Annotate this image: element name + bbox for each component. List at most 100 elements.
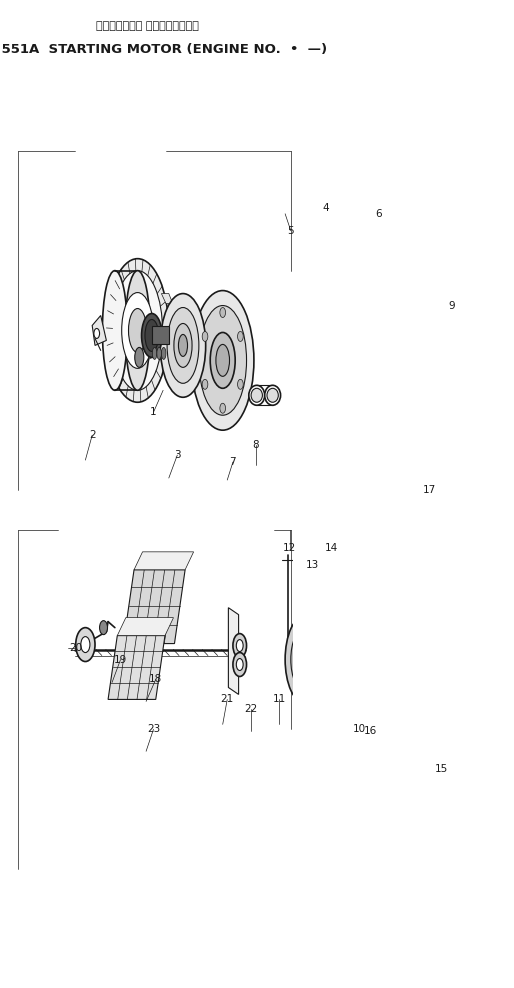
Ellipse shape — [361, 600, 373, 680]
Text: 20: 20 — [70, 642, 83, 652]
Ellipse shape — [94, 328, 100, 339]
Text: 16: 16 — [363, 726, 377, 736]
Text: 3: 3 — [174, 451, 180, 460]
Ellipse shape — [321, 267, 326, 275]
Ellipse shape — [436, 752, 446, 771]
Text: 11: 11 — [273, 695, 286, 704]
Ellipse shape — [359, 240, 369, 252]
Text: 12: 12 — [283, 542, 296, 553]
Ellipse shape — [202, 379, 208, 389]
Text: 15: 15 — [435, 765, 448, 775]
Ellipse shape — [433, 298, 444, 363]
Ellipse shape — [125, 271, 150, 390]
Ellipse shape — [220, 307, 226, 317]
Ellipse shape — [435, 312, 442, 349]
Ellipse shape — [220, 403, 226, 413]
Bar — [315, 590, 331, 624]
Ellipse shape — [363, 631, 370, 647]
Ellipse shape — [374, 426, 378, 434]
Text: 10: 10 — [352, 724, 365, 734]
Ellipse shape — [81, 636, 90, 652]
Text: FIG. 551A  STARTING MOTOR (ENGINE NO.  •  —): FIG. 551A STARTING MOTOR (ENGINE NO. • —… — [0, 42, 327, 55]
Ellipse shape — [157, 348, 161, 360]
Ellipse shape — [406, 349, 426, 453]
Ellipse shape — [265, 385, 281, 405]
Ellipse shape — [430, 286, 446, 375]
Ellipse shape — [361, 712, 369, 726]
Ellipse shape — [320, 308, 326, 318]
Text: 6: 6 — [375, 208, 382, 218]
Bar — [152, 326, 169, 345]
Ellipse shape — [369, 250, 379, 262]
Ellipse shape — [106, 259, 169, 402]
Ellipse shape — [233, 652, 247, 677]
Text: 14: 14 — [325, 542, 338, 553]
Text: 8: 8 — [252, 440, 259, 451]
Ellipse shape — [122, 292, 154, 369]
Ellipse shape — [167, 307, 199, 383]
Ellipse shape — [362, 376, 367, 384]
Ellipse shape — [447, 286, 463, 375]
Ellipse shape — [285, 616, 325, 703]
Ellipse shape — [113, 271, 162, 390]
Text: 7: 7 — [230, 457, 236, 467]
Ellipse shape — [298, 597, 307, 613]
Ellipse shape — [249, 385, 265, 405]
Text: 13: 13 — [306, 560, 319, 570]
Text: 5: 5 — [287, 225, 294, 236]
Ellipse shape — [337, 349, 358, 453]
Ellipse shape — [174, 323, 192, 368]
Ellipse shape — [374, 255, 384, 267]
Ellipse shape — [141, 313, 162, 358]
Ellipse shape — [298, 612, 307, 627]
Ellipse shape — [135, 348, 144, 368]
Ellipse shape — [100, 620, 107, 634]
Ellipse shape — [192, 290, 254, 430]
Polygon shape — [228, 608, 238, 695]
Ellipse shape — [399, 416, 403, 424]
Text: 4: 4 — [323, 203, 329, 212]
Text: 1: 1 — [150, 407, 157, 417]
Text: 22: 22 — [245, 704, 258, 714]
Text: 9: 9 — [448, 300, 455, 310]
Polygon shape — [134, 552, 194, 570]
Ellipse shape — [291, 627, 319, 692]
Ellipse shape — [391, 367, 395, 374]
Text: スターティング モータ　適用号機: スターティング モータ 適用号機 — [96, 22, 199, 32]
Ellipse shape — [359, 582, 375, 698]
Ellipse shape — [152, 348, 157, 360]
Ellipse shape — [161, 348, 166, 360]
Polygon shape — [123, 570, 185, 643]
Polygon shape — [117, 618, 174, 635]
Text: 2: 2 — [89, 430, 96, 441]
Text: 23: 23 — [147, 724, 160, 734]
Ellipse shape — [237, 331, 243, 342]
Ellipse shape — [160, 293, 206, 397]
Ellipse shape — [178, 335, 188, 357]
Text: 17: 17 — [423, 485, 436, 495]
Ellipse shape — [233, 633, 247, 658]
Ellipse shape — [236, 659, 243, 671]
Ellipse shape — [210, 332, 235, 388]
Ellipse shape — [236, 639, 243, 651]
Ellipse shape — [145, 319, 159, 352]
Ellipse shape — [354, 352, 358, 360]
Ellipse shape — [202, 331, 208, 342]
Text: 18: 18 — [149, 675, 162, 685]
Polygon shape — [92, 315, 106, 346]
Ellipse shape — [216, 345, 230, 376]
Ellipse shape — [377, 582, 393, 698]
Ellipse shape — [438, 756, 444, 767]
Ellipse shape — [76, 627, 95, 662]
Polygon shape — [161, 293, 173, 303]
Polygon shape — [108, 635, 165, 700]
Ellipse shape — [102, 271, 127, 390]
Ellipse shape — [267, 388, 278, 402]
Ellipse shape — [199, 305, 247, 415]
Ellipse shape — [317, 596, 328, 619]
Ellipse shape — [251, 388, 263, 402]
Ellipse shape — [128, 308, 146, 353]
Text: 21: 21 — [221, 695, 234, 704]
Text: 19: 19 — [114, 654, 127, 665]
Ellipse shape — [364, 245, 374, 257]
